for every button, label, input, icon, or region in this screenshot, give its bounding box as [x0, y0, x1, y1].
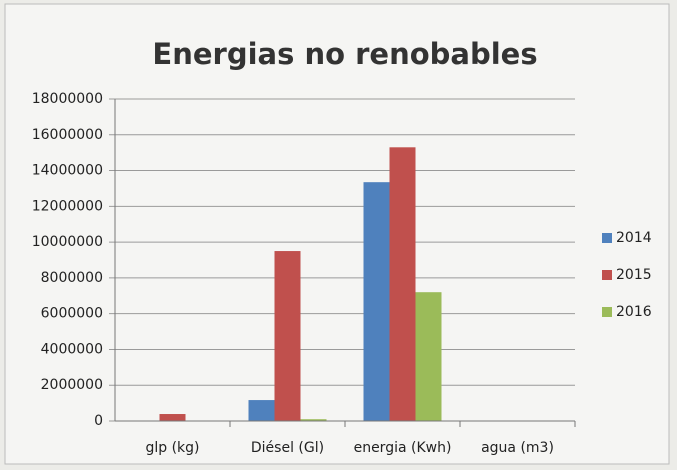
y-tick-label: 10000000 — [32, 234, 103, 250]
bar — [415, 292, 442, 421]
y-tick-label: 4000000 — [41, 341, 103, 357]
legend-label: 2014 — [616, 230, 652, 246]
bar — [274, 251, 301, 421]
y-tick-label: 12000000 — [32, 198, 103, 214]
y-tick-label: 8000000 — [41, 270, 103, 286]
y-tick-label: 14000000 — [32, 163, 103, 179]
bar — [363, 182, 390, 421]
bar — [248, 400, 275, 421]
y-tick-label: 6000000 — [41, 306, 103, 322]
legend-swatch — [602, 307, 612, 317]
x-tick-label: Diésel (Gl) — [251, 440, 324, 456]
x-tick-label: glp (kg) — [145, 440, 199, 456]
legend-label: 2016 — [616, 304, 652, 320]
chart-title: Energias no renobables — [152, 37, 537, 71]
bar — [389, 147, 416, 422]
y-tick-label: 18000000 — [32, 91, 103, 107]
legend-swatch — [602, 270, 612, 280]
x-tick-label: agua (m3) — [481, 440, 554, 456]
x-tick-label: energia (Kwh) — [354, 440, 452, 456]
bar — [300, 419, 327, 421]
chart-frame — [4, 3, 670, 465]
bar — [159, 414, 186, 421]
y-tick-label: 0 — [94, 413, 103, 429]
y-tick-label: 2000000 — [41, 377, 103, 393]
legend-label: 2015 — [616, 267, 652, 283]
legend-swatch — [602, 233, 612, 243]
y-tick-label: 16000000 — [32, 127, 103, 143]
